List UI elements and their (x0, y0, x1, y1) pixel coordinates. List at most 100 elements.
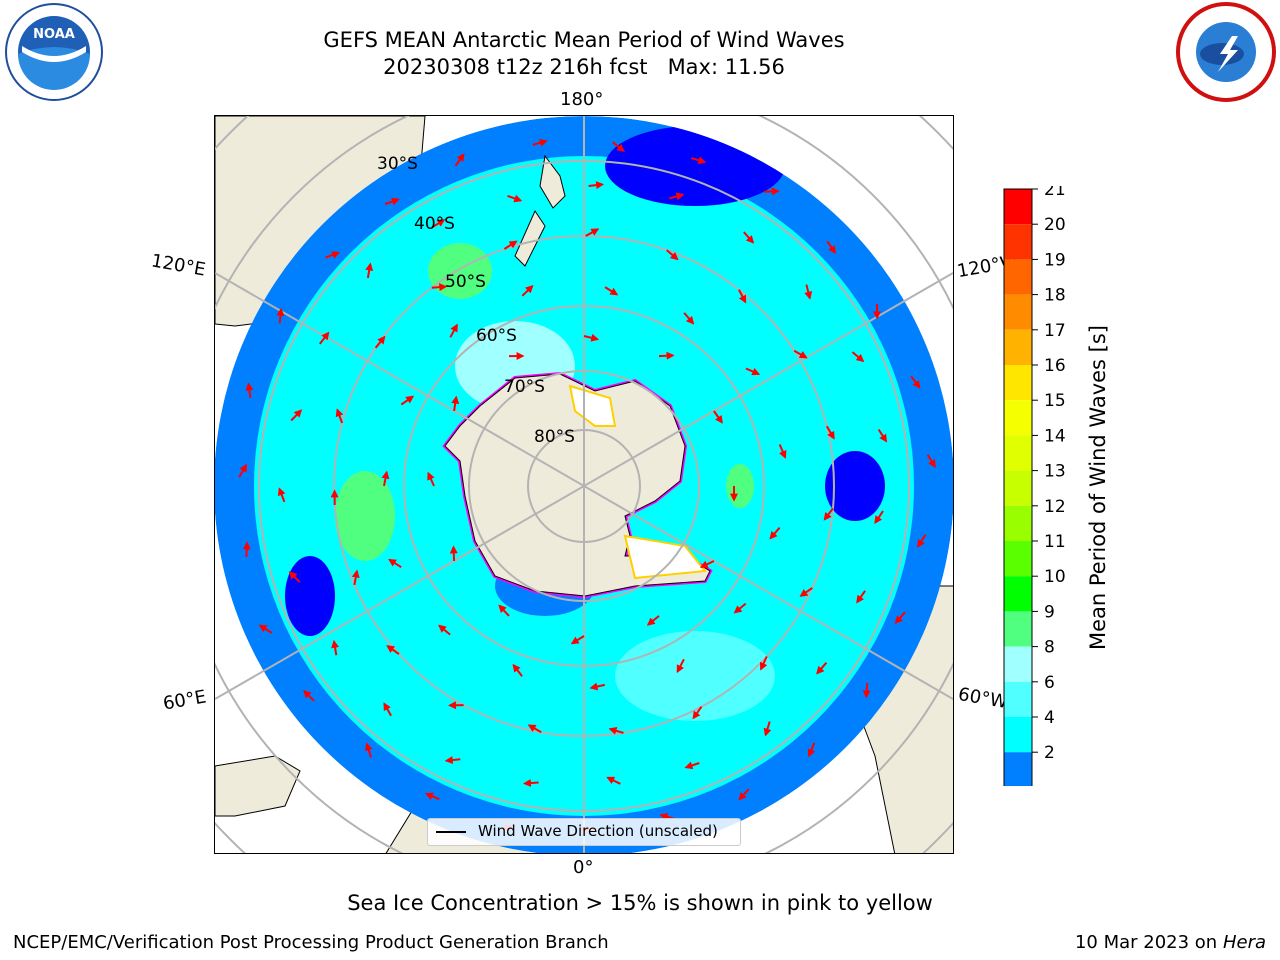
wave-direction-arrow (666, 249, 679, 261)
wave-direction-arrow (521, 284, 534, 297)
wave-direction-arrow (778, 444, 787, 459)
colorbar-block (1004, 611, 1032, 647)
wave-direction-arrow (874, 510, 884, 525)
lat-label-40s: 40°S (414, 214, 455, 234)
wave-direction-arrow (823, 507, 834, 521)
colorbar-tick-label: 17 (1044, 321, 1066, 341)
wave-direction-arrow (646, 615, 660, 626)
wave-direction-arrow (303, 689, 315, 702)
wave-direction-arrow (438, 624, 451, 636)
wave-direction-arrow (862, 682, 871, 699)
wave-direction-arrow (290, 409, 303, 422)
colorbar-block (1004, 400, 1032, 436)
wave-direction-arrow (743, 231, 755, 244)
wave-direction-arrow (585, 228, 600, 237)
wave-direction-arrow (431, 283, 448, 292)
wave-direction-arrow (612, 141, 625, 153)
new-zealand (539, 154, 566, 209)
wave-direction-arrow (288, 571, 301, 583)
wave-direction-arrow (454, 153, 465, 167)
wave-direction-arrow (745, 367, 761, 376)
colorbar-frame (1003, 188, 1033, 786)
wave-direction-arrow (764, 187, 780, 196)
wave-direction-arrow (444, 756, 461, 765)
wave-direction-arrow (604, 286, 619, 296)
lon-label-120e: 120°E (149, 250, 208, 281)
lat-label-80s: 80°S (534, 427, 575, 447)
sea-ice-note: Sea Ice Concentration > 15% is shown in … (347, 891, 933, 915)
wave-direction-arrow (384, 197, 400, 206)
map-legend: Wind Wave Direction (unscaled) (427, 818, 741, 846)
wave-direction-arrow (331, 639, 339, 656)
wave-direction-arrow (684, 761, 700, 770)
colorbar-block (1004, 259, 1032, 295)
wave-direction-arrow (242, 541, 251, 558)
low-period-patch-a (605, 126, 785, 206)
wave-direction-arrow (816, 662, 828, 675)
colorbar-block (1004, 294, 1032, 330)
wave-direction-arrow (877, 428, 888, 443)
wave-direction-arrow (431, 219, 446, 229)
wave-direction-arrow (807, 742, 816, 758)
wave-direction-arrow (851, 351, 865, 363)
wave-direction-arrow (804, 284, 813, 300)
svg-text:NOAA: NOAA (33, 27, 75, 42)
lat-label-60s: 60°S (476, 326, 517, 346)
wave-direction-arrow (583, 333, 600, 342)
colorbar-tick-label: 15 (1044, 391, 1066, 411)
wave-direction-arrow (763, 721, 772, 737)
colorbar-block (1004, 224, 1032, 260)
low-period-patch-b (825, 451, 885, 521)
wave-direction-arrow (374, 335, 386, 349)
wave-direction-arrow (570, 635, 585, 645)
new-zealand-south (514, 209, 546, 267)
weddell-ice-shelf (623, 534, 707, 580)
wave-direction-arrow (400, 395, 415, 406)
colorbar-block (1004, 189, 1032, 225)
wave-direction-arrow (424, 792, 440, 801)
colorbar-tick-label: 8 (1044, 638, 1055, 658)
wave-direction-arrow (258, 624, 273, 634)
wave-direction-arrow (503, 240, 518, 250)
wave-direction-arrow (427, 471, 435, 487)
wave-direction-arrow (608, 726, 624, 735)
wave-direction-arrow (793, 349, 808, 359)
wave-direction-arrow (676, 658, 685, 674)
wave-direction-arrow (238, 463, 248, 478)
wave-direction-arrow (713, 410, 723, 424)
wave-direction-arrow (532, 138, 548, 147)
colorbar-block (1004, 505, 1032, 541)
wave-direction-arrow (588, 181, 605, 190)
colorbar-tick-label: 20 (1044, 215, 1066, 235)
wave-direction-arrows (238, 138, 936, 834)
wave-direction-arrow (926, 454, 936, 468)
lat-label-50s: 50°S (445, 272, 486, 292)
colorbar-block (1004, 435, 1032, 471)
wave-direction-arrow (691, 156, 707, 165)
wave-direction-arrow (449, 545, 458, 562)
colorbar-block (1004, 329, 1032, 365)
wave-direction-arrow (388, 558, 402, 569)
low-period-patch-c (285, 556, 335, 636)
ocean-patch-b (615, 631, 775, 721)
wave-direction-arrow (917, 534, 927, 548)
wave-direction-arrow (826, 240, 837, 254)
wave-direction-arrow (364, 742, 373, 758)
wave-direction-arrow (498, 604, 510, 617)
colorbar-block (1004, 470, 1032, 506)
colorbar-block (1004, 646, 1032, 682)
lat-label-70s: 70°S (504, 377, 545, 397)
lat-label-30s: 30°S (377, 154, 418, 174)
wave-direction-arrow (386, 645, 400, 655)
lon-label-60e: 60°E (161, 686, 208, 715)
colorbar-block (1004, 541, 1032, 577)
colorbar-block (1004, 752, 1032, 786)
legend-line-swatch (436, 831, 466, 833)
wave-direction-arrow (365, 262, 374, 279)
colorbar-tick-label: 13 (1044, 462, 1066, 482)
wave-direction-arrow (769, 527, 781, 540)
wave-direction-arrow (606, 776, 621, 785)
colorbar-tick-label: 16 (1044, 356, 1066, 376)
wave-direction-arrow (699, 560, 715, 569)
colorbar-tick-label: 2 (1044, 743, 1055, 763)
